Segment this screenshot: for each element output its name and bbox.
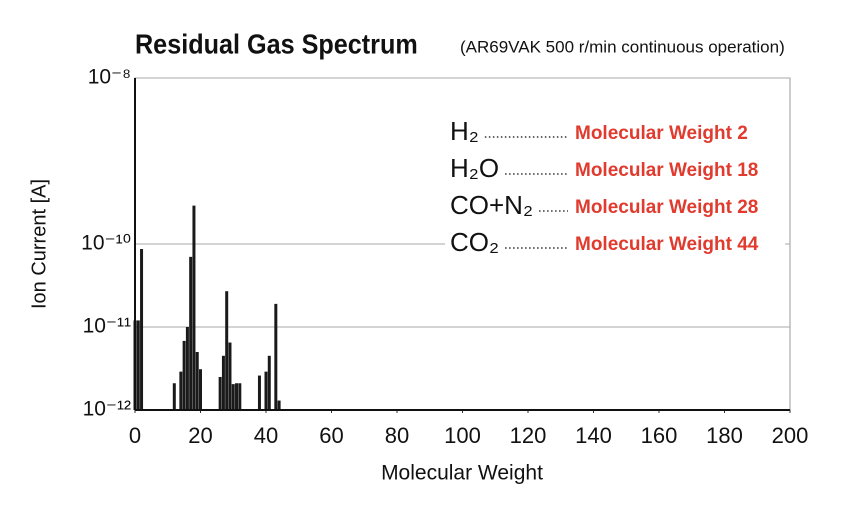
bar [218, 376, 222, 410]
bar [179, 371, 183, 410]
legend-box [445, 112, 785, 257]
x-tick-label: 140 [575, 423, 612, 448]
bar [189, 256, 193, 410]
y-tick-label: 10⁻¹² [83, 398, 131, 421]
x-tick-label: 200 [772, 423, 809, 448]
x-tick-label: 60 [319, 423, 343, 448]
legend-label: Molecular Weight 2 [575, 123, 748, 144]
x-tick-label: 180 [706, 423, 743, 448]
bar [172, 383, 176, 410]
x-tick-label: 0 [129, 423, 141, 448]
bar [192, 205, 196, 410]
y-tick-label: 10⁻⁸ [88, 66, 131, 89]
bar [231, 384, 235, 410]
bar [257, 375, 261, 410]
x-tick-label: 100 [444, 423, 481, 448]
legend-formula: H₂ [450, 116, 479, 146]
x-tick-label: 120 [510, 423, 547, 448]
legend-label: Molecular Weight 44 [575, 234, 759, 255]
chart-title: Residual Gas Spectrum [135, 28, 418, 60]
x-axis-label: Molecular Weight [381, 462, 543, 485]
y-tick-label: 10⁻¹¹ [83, 315, 131, 338]
legend-label: Molecular Weight 28 [575, 197, 758, 218]
y-tick-label: 10⁻¹⁰ [81, 232, 131, 255]
legend-label: Molecular Weight 18 [575, 160, 758, 181]
bar [274, 303, 278, 410]
bar [185, 327, 189, 410]
bar [221, 355, 225, 410]
bar [238, 383, 242, 410]
legend-formula: H₂O [450, 153, 499, 183]
bar [195, 351, 199, 410]
legend-formula: CO+N₂ [450, 190, 533, 220]
x-tick-label: 80 [385, 423, 409, 448]
bar [228, 342, 232, 410]
x-tick-label: 160 [641, 423, 678, 448]
bar [277, 400, 281, 410]
bar [199, 369, 202, 410]
bar [140, 249, 144, 410]
chart-subtitle: (AR69VAK 500 r/min continuous operation) [460, 37, 785, 56]
bar [264, 371, 268, 410]
y-axis-label: Ion Current [A] [28, 179, 50, 309]
legend-formula: CO₂ [450, 227, 499, 257]
x-tick-label: 20 [188, 423, 212, 448]
bar [235, 383, 239, 410]
bar [182, 340, 186, 410]
bar [225, 291, 229, 410]
bar [267, 355, 271, 410]
x-tick-label: 40 [254, 423, 278, 448]
bar [136, 320, 140, 410]
